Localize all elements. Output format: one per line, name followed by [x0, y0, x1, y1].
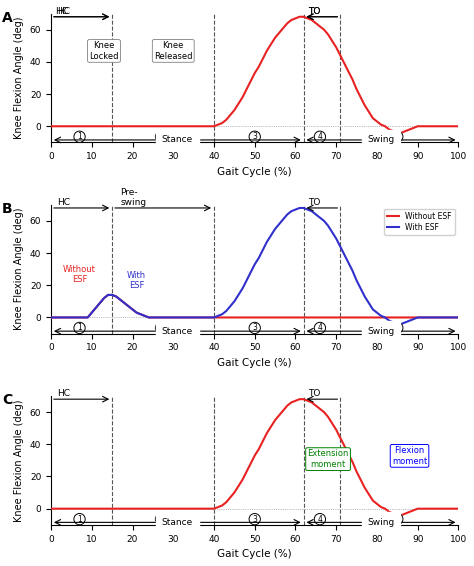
Text: 3: 3 [252, 323, 257, 332]
Text: TO: TO [308, 7, 320, 16]
Without ESF [48, 314, 54, 321]
Text: Extension
moment: Extension moment [307, 449, 349, 469]
Without ESF [337, 314, 343, 321]
Text: TO: TO [308, 389, 320, 398]
Line: Without ESF: Without ESF [51, 295, 458, 318]
With ESF [456, 314, 461, 321]
Text: C: C [2, 393, 12, 408]
Text: B: B [2, 202, 13, 216]
Text: Swing: Swing [367, 518, 395, 527]
Text: 5: 5 [395, 514, 400, 524]
Text: HC: HC [55, 7, 68, 16]
With ESF [337, 243, 343, 250]
Text: 3: 3 [252, 514, 257, 524]
Text: Stance: Stance [162, 518, 193, 527]
Text: 4: 4 [318, 323, 322, 332]
With ESF [77, 314, 82, 321]
Text: With
ESF: With ESF [127, 271, 146, 290]
Text: Swing: Swing [367, 135, 395, 144]
Text: 1: 1 [77, 132, 82, 142]
Without ESF [77, 314, 82, 321]
Text: Knee
Locked: Knee Locked [89, 41, 119, 61]
Text: Knee
Released: Knee Released [154, 41, 192, 61]
Without ESF [456, 314, 461, 321]
Y-axis label: Knee Flexion Angle (deg): Knee Flexion Angle (deg) [14, 208, 24, 331]
Text: HC: HC [57, 198, 70, 207]
Text: Stance: Stance [162, 327, 193, 336]
With ESF [394, 320, 400, 327]
Line: With ESF: With ESF [51, 208, 458, 324]
Text: Without
ESF: Without ESF [63, 265, 96, 284]
With ESF [358, 285, 364, 292]
Text: HC: HC [57, 7, 70, 16]
Without ESF [105, 291, 111, 298]
Y-axis label: Knee Flexion Angle (deg): Knee Flexion Angle (deg) [14, 17, 24, 139]
Without ESF [358, 314, 364, 321]
X-axis label: Gait Cycle (%): Gait Cycle (%) [218, 549, 292, 559]
Text: A: A [2, 11, 13, 25]
Text: Flexion
moment: Flexion moment [392, 446, 427, 466]
Text: 2: 2 [159, 323, 164, 332]
Text: 1: 1 [77, 323, 82, 332]
X-axis label: Gait Cycle (%): Gait Cycle (%) [218, 166, 292, 177]
Without ESF [154, 314, 160, 321]
With ESF [150, 314, 156, 321]
Text: Stance: Stance [162, 135, 193, 144]
Text: 4: 4 [318, 514, 322, 524]
Text: Pre-
swing: Pre- swing [120, 188, 146, 207]
Text: 5: 5 [395, 132, 400, 142]
Text: 2: 2 [159, 514, 164, 524]
X-axis label: Gait Cycle (%): Gait Cycle (%) [218, 358, 292, 368]
Text: 4: 4 [318, 132, 322, 142]
With ESF [297, 204, 302, 211]
Text: 1: 1 [77, 514, 82, 524]
Legend: Without ESF, With ESF: Without ESF, With ESF [384, 208, 455, 235]
Y-axis label: Knee Flexion Angle (deg): Knee Flexion Angle (deg) [14, 399, 24, 522]
Text: 5: 5 [395, 323, 400, 332]
Text: HC: HC [57, 389, 70, 398]
Text: TO: TO [308, 198, 320, 207]
Text: 3: 3 [252, 132, 257, 142]
Text: 2: 2 [159, 132, 164, 142]
With ESF [236, 291, 241, 298]
Text: Swing: Swing [367, 327, 395, 336]
Without ESF [297, 314, 302, 321]
Without ESF [240, 314, 246, 321]
With ESF [292, 206, 298, 213]
Text: TO: TO [308, 7, 320, 16]
With ESF [48, 314, 54, 321]
